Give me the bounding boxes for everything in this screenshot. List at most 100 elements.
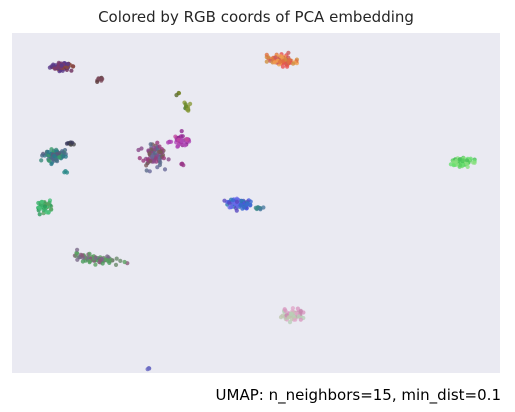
scatter-point — [286, 50, 291, 55]
scatter-point — [104, 257, 109, 262]
scatter-point — [264, 59, 269, 64]
scatter-point — [285, 64, 290, 69]
scatter-point — [93, 255, 98, 261]
scatter-point — [296, 314, 301, 319]
scatter-point — [100, 76, 105, 82]
scatter-point — [151, 159, 156, 164]
scatter-point — [54, 157, 59, 162]
scatter-point — [179, 138, 184, 144]
scatter-point — [146, 366, 151, 371]
scatter-point — [157, 144, 162, 149]
scatter-point — [60, 154, 65, 159]
scatter-point — [272, 60, 277, 65]
scatter-point — [230, 198, 236, 203]
scatter-point — [451, 160, 456, 165]
scatter-point — [150, 154, 155, 159]
scatter-point — [288, 311, 293, 316]
scatter-point — [37, 206, 43, 211]
scatter-point — [60, 149, 65, 154]
scatter-point — [451, 163, 456, 168]
scatter-point — [173, 134, 178, 139]
scatter-point — [457, 157, 462, 162]
scatter-point — [39, 158, 44, 163]
scatter-point — [114, 256, 119, 261]
scatter-point — [49, 161, 54, 167]
scatter-point — [80, 259, 85, 264]
scatter-point — [57, 155, 62, 160]
scatter-point — [286, 315, 291, 320]
scatter-point — [181, 163, 186, 168]
scatter-point — [245, 202, 250, 207]
scatter-point — [295, 306, 300, 311]
scatter-point — [460, 158, 466, 163]
scatter-point — [280, 64, 285, 69]
scatter-point — [253, 205, 258, 210]
scatter-point — [64, 141, 70, 146]
scatter-point — [105, 254, 110, 259]
scatter-point — [48, 207, 54, 212]
scatter-point — [464, 158, 470, 163]
scatter-point — [95, 79, 100, 84]
scatter-point — [65, 61, 71, 67]
scatter-point — [148, 142, 153, 147]
scatter-point — [188, 101, 193, 106]
scatter-point — [75, 247, 80, 252]
scatter-point — [239, 202, 244, 207]
scatter-point — [87, 251, 92, 256]
scatter-point — [49, 64, 54, 69]
scatter-point — [97, 258, 103, 263]
scatter-point — [44, 210, 49, 215]
scatter-point — [70, 140, 75, 145]
scatter-point — [155, 140, 160, 145]
scatter-point — [185, 107, 190, 112]
umap-params-annotation: UMAP: n_neighbors=15, min_dist=0.1 — [215, 386, 501, 404]
scatter-point — [169, 139, 174, 144]
scatter-point — [174, 93, 179, 98]
scatter-point — [122, 259, 127, 265]
scatter-point — [283, 308, 288, 313]
scatter-point — [137, 156, 142, 161]
scatter-point — [278, 54, 283, 59]
scatter-point — [71, 64, 76, 69]
scatter-point — [152, 145, 157, 150]
scatter-point — [147, 169, 152, 174]
scatter-point — [227, 205, 232, 210]
scatter-point — [298, 317, 303, 322]
scatter-point — [42, 204, 48, 209]
scatter-point — [75, 257, 80, 262]
scatter-point — [289, 316, 294, 321]
scatter-point — [179, 129, 184, 134]
scatter-point — [280, 59, 285, 64]
scatter-point — [157, 162, 162, 168]
plot-area — [12, 33, 500, 373]
scatter-point — [222, 198, 227, 203]
scatter-point — [46, 201, 51, 207]
scatter-point — [141, 158, 146, 163]
scatter-point — [37, 212, 42, 217]
scatter-point — [184, 136, 189, 142]
scatter-point — [69, 68, 74, 73]
scatter-point — [234, 199, 240, 204]
scatter-point — [287, 320, 293, 325]
scatter-point — [152, 151, 158, 156]
scatter-point — [175, 144, 180, 149]
chart-title: Colored by RGB coords of PCA embedding — [98, 8, 414, 26]
scatter-point — [113, 262, 119, 267]
scatter-point — [40, 153, 45, 158]
scatter-point — [46, 158, 51, 163]
scatter-point — [148, 159, 153, 164]
scatter-point — [158, 150, 163, 155]
scatter-point — [291, 61, 296, 66]
scatter-point — [65, 65, 70, 70]
scatter-point — [227, 201, 232, 206]
scatter-point — [161, 156, 166, 161]
scatter-point — [472, 160, 477, 165]
scatter-point — [52, 153, 57, 158]
scatter-point — [63, 154, 68, 159]
scatter-point — [144, 163, 149, 168]
scatter-point — [184, 104, 189, 109]
scatter-point — [258, 207, 263, 212]
scatter-point — [87, 258, 92, 264]
scatter-point — [278, 315, 284, 320]
